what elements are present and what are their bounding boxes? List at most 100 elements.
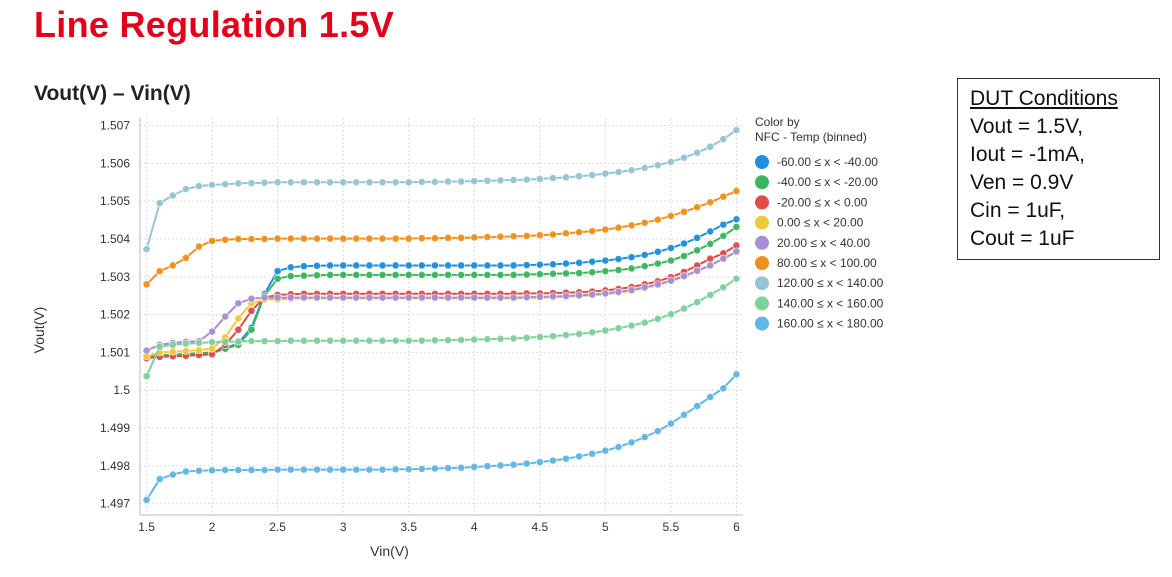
data-point <box>535 458 544 466</box>
data-point <box>286 272 295 280</box>
data-point <box>286 465 295 474</box>
data-point <box>522 232 531 240</box>
data-point <box>719 283 728 292</box>
data-point <box>326 271 334 279</box>
chart-title: Vout(V) – Vin(V) <box>34 82 191 105</box>
data-point <box>404 271 413 279</box>
series-line <box>145 277 737 377</box>
data-point <box>706 393 715 401</box>
data-point <box>575 228 584 237</box>
data-point <box>470 261 479 270</box>
data-point <box>627 253 636 262</box>
data-point <box>653 314 662 323</box>
data-point <box>181 347 190 355</box>
y-tick-label: 1.502 <box>100 308 130 322</box>
data-point <box>549 230 557 239</box>
legend-label: -60.00 ≤ x < -40.00 <box>777 155 878 169</box>
data-point <box>286 336 295 345</box>
data-point <box>522 333 531 342</box>
data-point <box>732 247 741 256</box>
data-point <box>352 234 361 243</box>
legend-label: -20.00 ≤ x < 0.00 <box>777 195 868 209</box>
data-point <box>693 203 702 212</box>
data-point <box>404 261 413 270</box>
y-tick-label: 1.497 <box>100 497 130 511</box>
x-tick-label: 5 <box>602 520 609 534</box>
data-point <box>299 271 308 280</box>
data-point <box>509 460 518 469</box>
data-point <box>273 274 282 283</box>
data-point <box>732 222 741 231</box>
data-point <box>693 266 702 275</box>
data-point <box>273 178 282 187</box>
data-point <box>588 268 597 277</box>
data-point <box>653 161 662 170</box>
data-point <box>155 342 164 351</box>
data-point <box>562 292 570 300</box>
data-point <box>680 239 688 248</box>
data-point <box>667 310 675 319</box>
data-point <box>457 293 466 302</box>
data-point <box>562 454 570 463</box>
data-point <box>535 270 544 279</box>
data-point <box>614 288 623 296</box>
data-point <box>457 233 466 242</box>
data-point <box>470 293 479 302</box>
data-point <box>640 262 649 271</box>
data-point <box>444 177 452 186</box>
data-point <box>378 465 387 474</box>
data-point <box>562 229 570 238</box>
data-point <box>575 172 584 181</box>
data-point <box>404 293 413 302</box>
data-point <box>601 446 610 455</box>
data-point <box>313 336 321 345</box>
data-point <box>365 234 374 243</box>
data-point <box>496 334 505 343</box>
data-point <box>693 246 702 255</box>
data-point <box>391 234 400 243</box>
data-point <box>286 293 295 302</box>
data-point <box>483 293 492 302</box>
data-point <box>509 271 518 279</box>
data-point <box>286 234 295 243</box>
data-point <box>155 267 164 276</box>
data-point <box>155 475 164 483</box>
data-point <box>614 443 623 451</box>
data-point <box>417 234 426 243</box>
data-point <box>549 332 557 341</box>
data-point <box>693 402 702 411</box>
data-point <box>313 178 321 187</box>
data-point <box>496 271 505 279</box>
data-point <box>483 176 492 185</box>
data-point <box>535 231 544 240</box>
data-point <box>483 261 492 270</box>
data-point <box>234 337 243 346</box>
data-point <box>417 271 426 279</box>
y-tick-label: 1.507 <box>100 119 130 133</box>
data-point <box>299 465 308 474</box>
data-point <box>247 325 256 334</box>
data-point <box>260 293 269 302</box>
data-point <box>680 153 688 162</box>
data-point <box>667 419 675 428</box>
data-point <box>562 259 570 268</box>
data-point <box>181 185 190 193</box>
data-point <box>168 261 177 270</box>
data-point <box>588 257 597 266</box>
data-point <box>352 271 361 279</box>
data-point <box>234 314 243 323</box>
legend-swatch <box>755 256 769 270</box>
data-point <box>247 337 256 345</box>
data-point <box>588 171 597 179</box>
data-point <box>299 178 308 187</box>
data-point <box>326 261 334 270</box>
dut-condition-vout: Vout = 1.5V, <box>970 115 1084 138</box>
x-tick-label: 2.5 <box>269 520 286 534</box>
data-point <box>549 260 557 269</box>
data-point <box>640 218 649 227</box>
data-point <box>667 256 675 265</box>
data-point <box>155 199 164 207</box>
data-point <box>601 326 610 335</box>
legend-swatch <box>755 175 769 190</box>
data-point <box>326 293 334 302</box>
